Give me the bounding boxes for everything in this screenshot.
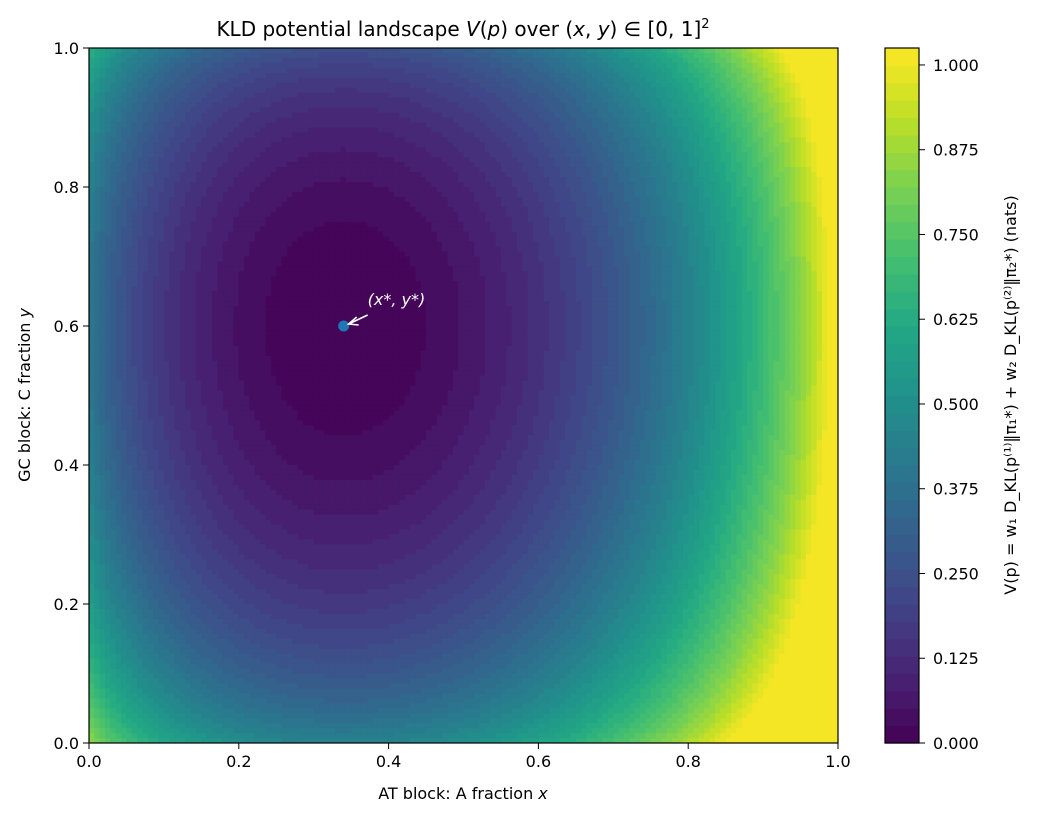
colorbar-tick-label: 0.375 bbox=[933, 480, 979, 499]
colorbar-band bbox=[885, 117, 919, 136]
colorbar-band bbox=[885, 482, 919, 501]
colorbar-band bbox=[885, 604, 919, 622]
colorbar-band bbox=[885, 690, 919, 709]
chart-title: KLD potential landscape V(p) over (x, y)… bbox=[216, 17, 709, 41]
y-tick-label: 0.0 bbox=[54, 734, 79, 753]
colorbar-band bbox=[885, 169, 919, 188]
colorbar-band bbox=[885, 343, 919, 362]
y-tick-label: 0.2 bbox=[54, 595, 79, 614]
y-tick-label: 0.6 bbox=[54, 317, 79, 336]
colorbar-band bbox=[885, 586, 919, 605]
x-tick-label: 0.4 bbox=[376, 752, 401, 771]
colorbar-band bbox=[885, 48, 919, 66]
plot-frame bbox=[88, 47, 839, 744]
x-tick-label: 0.2 bbox=[226, 752, 251, 771]
colorbar-band bbox=[885, 638, 919, 657]
colorbar-band bbox=[885, 239, 919, 258]
colorbar-band bbox=[885, 725, 919, 744]
colorbar-band bbox=[885, 100, 919, 119]
colorbar-band bbox=[885, 152, 919, 171]
colorbar-band bbox=[885, 447, 919, 466]
x-tick-label: 0.0 bbox=[76, 752, 101, 771]
colorbar-band bbox=[885, 360, 919, 379]
colorbar: 0.000 0.125 0.250 0.375 0.500 0.625 0.750 0.875… bbox=[884, 47, 979, 753]
colorbar-tick-label: 0.125 bbox=[933, 649, 979, 668]
colorbar-tick-label: 0.875 bbox=[933, 141, 979, 160]
colorbar-band bbox=[885, 378, 919, 397]
colorbar-band bbox=[885, 187, 919, 205]
colorbar-band bbox=[885, 517, 919, 536]
colorbar-band bbox=[885, 569, 919, 588]
x-axis: 0.0 0.2 0.4 0.6 0.8 1.0 bbox=[76, 743, 851, 771]
colorbar-band bbox=[885, 673, 919, 692]
colorbar-band bbox=[885, 534, 919, 553]
colorbar-band bbox=[885, 291, 919, 310]
y-tick-label: 0.8 bbox=[54, 178, 79, 197]
colorbar-tick-label: 0.750 bbox=[933, 225, 979, 244]
colorbar-tick-label: 0.625 bbox=[933, 310, 979, 329]
minimum-label: (x*, y*) bbox=[368, 290, 426, 309]
x-tick-label: 1.0 bbox=[825, 752, 850, 771]
colorbar-band bbox=[885, 465, 919, 483]
minimum-point bbox=[338, 320, 350, 332]
colorbar-tick-label: 0.500 bbox=[933, 395, 979, 414]
colorbar-band bbox=[885, 551, 919, 570]
y-tick-label: 1.0 bbox=[54, 39, 79, 58]
colorbar-band bbox=[885, 256, 919, 275]
colorbar-band bbox=[885, 134, 919, 153]
x-axis-label: AT block: A fraction x bbox=[378, 784, 548, 803]
colorbar-band bbox=[885, 204, 919, 223]
x-tick-label: 0.6 bbox=[526, 752, 551, 771]
y-tick-label: 0.4 bbox=[54, 456, 79, 475]
colorbar-band bbox=[885, 708, 919, 727]
colorbar-band bbox=[885, 273, 919, 292]
colorbar-band bbox=[885, 412, 919, 431]
colorbar-band bbox=[885, 656, 919, 675]
minimum-arrow bbox=[346, 314, 369, 326]
colorbar-label: V(p) = w₁ D_KL(p⁽¹⁾‖π₁*) + w₂ D_KL(p⁽²⁾‖… bbox=[1001, 195, 1021, 594]
colorbar-tick-label: 0.000 bbox=[933, 734, 979, 753]
x-tick-label: 0.8 bbox=[675, 752, 700, 771]
colorbar-band bbox=[885, 430, 919, 449]
colorbar-tick-label: 1.000 bbox=[933, 56, 979, 75]
colorbar-band bbox=[885, 395, 919, 414]
colorbar-band bbox=[885, 499, 919, 518]
colorbar-band bbox=[885, 308, 919, 327]
minimum-annotation: (x*, y*) bbox=[338, 290, 425, 332]
colorbar-band bbox=[885, 65, 919, 84]
contour-field bbox=[89, 48, 838, 743]
colorbar-band bbox=[885, 326, 919, 344]
colorbar-band bbox=[885, 82, 919, 101]
colorbar-band bbox=[885, 221, 919, 240]
y-axis-label: GC block: C fraction y bbox=[15, 308, 34, 482]
y-axis: 0.0 0.2 0.4 0.6 0.8 1.0 bbox=[54, 39, 89, 753]
colorbar-tick-label: 0.250 bbox=[933, 564, 979, 583]
colorbar-band bbox=[885, 621, 919, 640]
colorbar-frame bbox=[884, 47, 920, 744]
